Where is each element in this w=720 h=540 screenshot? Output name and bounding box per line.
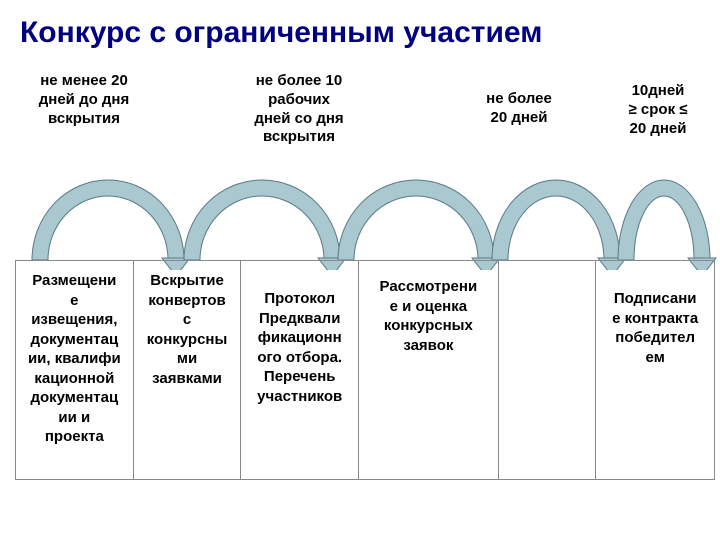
process-box-0: Размещени е извещения, документац ии, кв… — [16, 261, 134, 479]
arc-1 — [184, 180, 340, 260]
top-label-3: 10дней ≥ срок ≤ 20 дней — [608, 82, 708, 138]
process-spacer — [499, 261, 597, 479]
process-box-1: Вскрытие конвертов с конкурсны ми заявка… — [134, 261, 242, 479]
process-box-4: Подписани е контракта победител ем — [596, 261, 714, 479]
top-label-1: не более 10 рабочих дней со дня вскрытия — [234, 72, 364, 147]
top-label-2: не более 20 дней — [474, 90, 564, 128]
process-box-3: Рассмотрени е и оценка конкурсных заявок — [359, 261, 499, 479]
top-label-0: не менее 20 дней до дня вскрытия — [24, 72, 144, 128]
process-box-2: Протокол Предквали фикационн ого отбора.… — [241, 261, 359, 479]
arc-0 — [32, 180, 184, 260]
process-row: Размещени е извещения, документац ии, кв… — [15, 260, 715, 480]
page-title: Конкурс с ограниченным участием — [0, 0, 720, 50]
arc-3 — [492, 180, 620, 260]
arc-2 — [338, 180, 494, 260]
arcs-svg — [0, 150, 720, 270]
top-labels-container: не менее 20 дней до дня вскрытия не более… — [0, 72, 720, 162]
arc-4 — [618, 180, 710, 260]
